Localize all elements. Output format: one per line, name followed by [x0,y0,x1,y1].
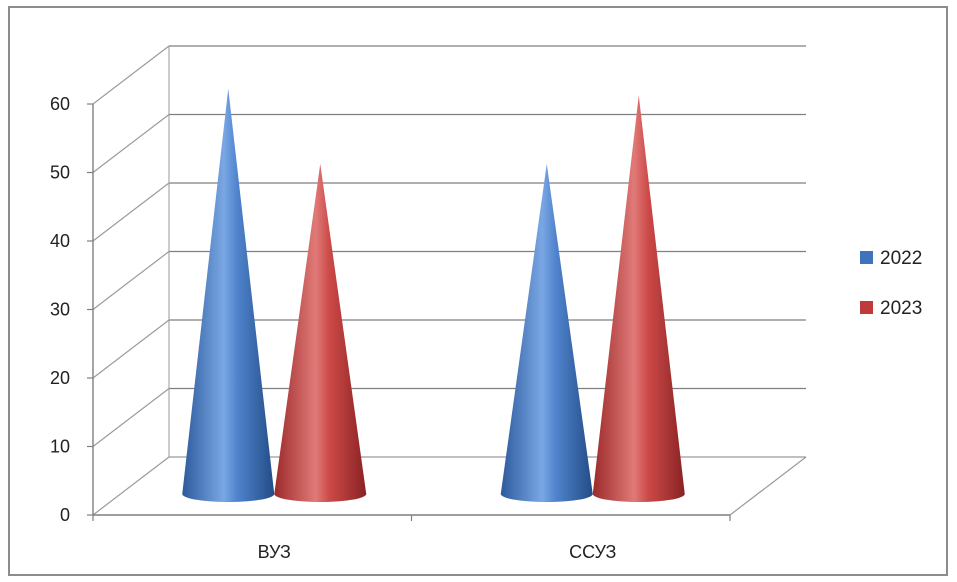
axes [87,103,731,521]
y-tick-label: 60 [50,94,70,114]
x-category-label: ССУЗ [569,542,616,562]
y-tick-label: 50 [50,163,70,183]
legend-label-2022: 2022 [880,248,922,269]
y-tick-label: 10 [50,437,70,457]
y-tick-label: 0 [60,505,70,525]
gridline-side [92,182,170,242]
gridlines [92,45,807,516]
x-axis-category-labels: ВУЗ ССУЗ [258,542,617,562]
y-tick-label: 20 [50,368,70,388]
gridline-side [92,388,170,447]
cone-2022-ВУЗ [182,88,275,503]
floor-left-edge [92,456,170,516]
floor-right-edge [729,456,807,516]
y-tick-label: 30 [50,300,70,320]
legend-label-2023: 2023 [880,298,922,319]
legend-swatch-2023 [860,301,873,314]
gridline-side [92,114,170,173]
legend-swatch-2022 [860,251,873,264]
gridline-side [92,251,170,310]
y-axis-tick-labels: 0 10 20 30 40 50 60 [50,94,70,525]
gridline-side [92,319,170,379]
chart-frame [8,6,948,576]
legend: 2022 2023 [860,248,922,319]
cone-2022-ССУЗ [500,163,593,502]
cone-2023-ССУЗ [592,95,685,503]
y-tick-label: 40 [50,231,70,251]
cone-marks [182,88,685,503]
gridline-side [92,45,170,105]
x-category-label: ВУЗ [258,542,291,562]
cone-2023-ВУЗ [274,163,367,502]
